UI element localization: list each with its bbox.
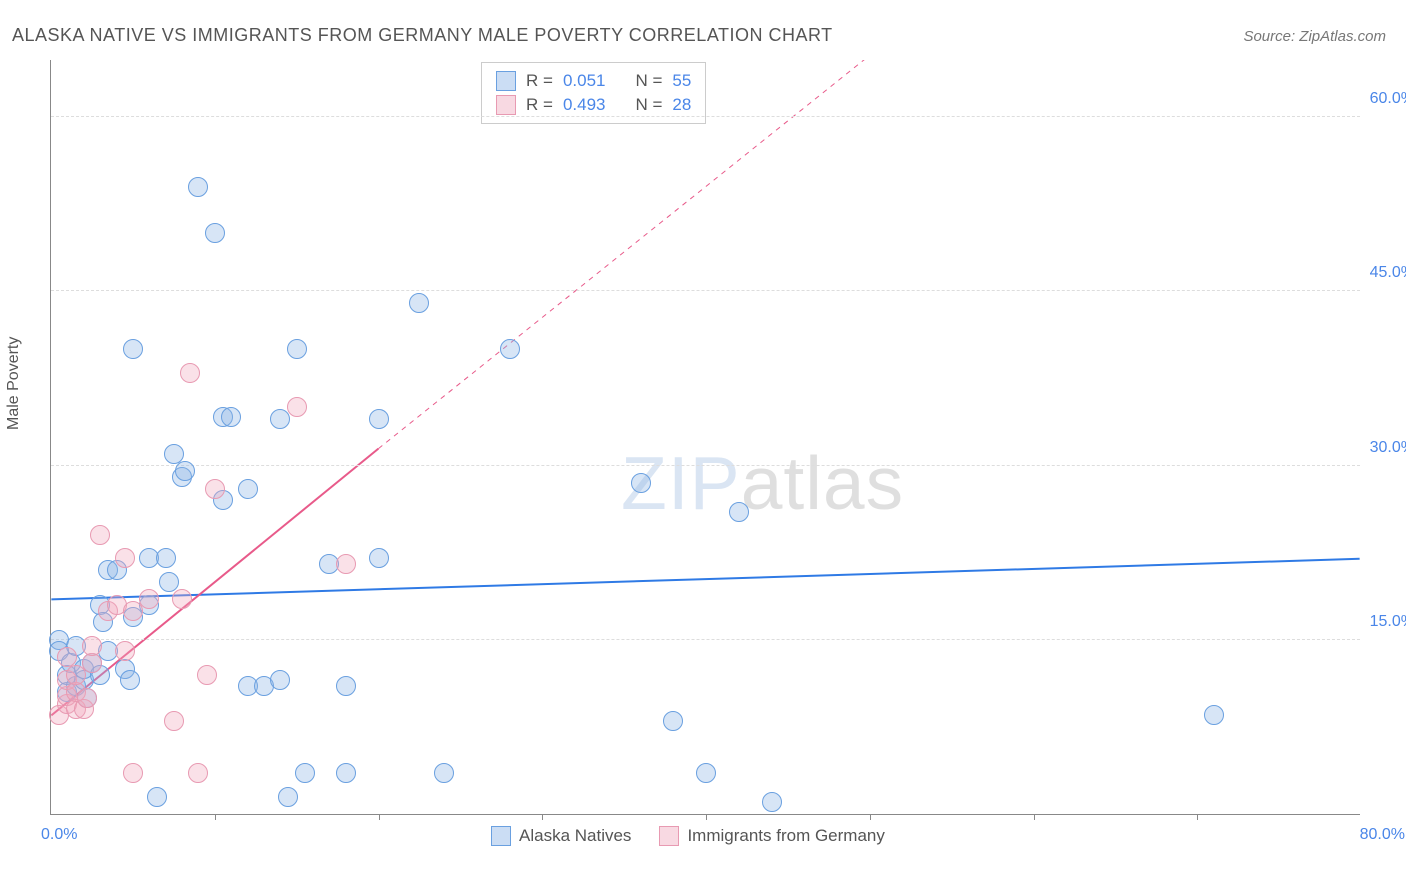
scatter-point [500, 339, 520, 359]
scatter-point [164, 711, 184, 731]
scatter-point [631, 473, 651, 493]
scatter-point [120, 670, 140, 690]
scatter-point [188, 177, 208, 197]
scatter-point [369, 409, 389, 429]
scatter-point [409, 293, 429, 313]
scatter-point [164, 444, 184, 464]
series-legend: Alaska Natives Immigrants from Germany [491, 826, 885, 846]
gridline-h [51, 465, 1360, 466]
r-value: 0.493 [563, 95, 606, 115]
scatter-point [188, 763, 208, 783]
legend-swatch [496, 71, 516, 91]
scatter-point [147, 787, 167, 807]
scatter-point [156, 548, 176, 568]
scatter-point [287, 339, 307, 359]
legend-swatch [491, 826, 511, 846]
stats-legend-row: R = 0.493 N = 28 [496, 93, 691, 117]
stats-legend: R = 0.051 N = 55 R = 0.493 N = 28 [481, 62, 706, 124]
scatter-point [287, 397, 307, 417]
watermark: ZIPatlas [621, 440, 904, 526]
scatter-point [123, 339, 143, 359]
legend-label: Immigrants from Germany [687, 826, 884, 846]
trend-lines [51, 60, 1360, 814]
x-tick-mark [215, 814, 216, 820]
x-tick-label: 80.0% [1360, 826, 1405, 844]
scatter-point [180, 363, 200, 383]
stats-legend-row: R = 0.051 N = 55 [496, 69, 691, 93]
scatter-point [369, 548, 389, 568]
n-label: N = [635, 71, 662, 91]
y-tick-label: 15.0% [1370, 613, 1406, 631]
n-label: N = [635, 95, 662, 115]
scatter-point [115, 641, 135, 661]
scatter-point [729, 502, 749, 522]
x-tick-mark [379, 814, 380, 820]
x-tick-mark [542, 814, 543, 820]
scatter-point [1204, 705, 1224, 725]
r-label: R = [526, 71, 553, 91]
scatter-point [159, 572, 179, 592]
scatter-point [434, 763, 454, 783]
r-label: R = [526, 95, 553, 115]
legend-item: Immigrants from Germany [659, 826, 884, 846]
chart-title: ALASKA NATIVE VS IMMIGRANTS FROM GERMANY… [12, 25, 833, 46]
scatter-point [197, 665, 217, 685]
source-attribution: Source: ZipAtlas.com [1243, 28, 1386, 45]
scatter-point [205, 479, 225, 499]
legend-item: Alaska Natives [491, 826, 631, 846]
scatter-point [663, 711, 683, 731]
y-tick-label: 30.0% [1370, 439, 1406, 457]
x-tick-mark [706, 814, 707, 820]
scatter-point [278, 787, 298, 807]
n-value: 55 [672, 71, 691, 91]
scatter-point [77, 688, 97, 708]
scatter-point [90, 525, 110, 545]
scatter-point [336, 554, 356, 574]
scatter-point [82, 653, 102, 673]
chart-container: ALASKA NATIVE VS IMMIGRANTS FROM GERMANY… [0, 0, 1406, 892]
n-value: 28 [672, 95, 691, 115]
scatter-point [221, 407, 241, 427]
legend-swatch [659, 826, 679, 846]
legend-swatch [496, 95, 516, 115]
scatter-point [336, 676, 356, 696]
scatter-point [295, 763, 315, 783]
scatter-point [336, 763, 356, 783]
scatter-point [82, 636, 102, 656]
scatter-point [139, 589, 159, 609]
x-tick-mark [1034, 814, 1035, 820]
gridline-h [51, 116, 1360, 117]
x-tick-mark [1197, 814, 1198, 820]
gridline-h [51, 290, 1360, 291]
y-tick-label: 45.0% [1370, 264, 1406, 282]
scatter-point [762, 792, 782, 812]
y-tick-label: 60.0% [1370, 90, 1406, 108]
scatter-point [238, 479, 258, 499]
scatter-point [205, 223, 225, 243]
scatter-point [123, 763, 143, 783]
x-tick-label: 0.0% [41, 826, 77, 844]
plot-area: ZIPatlas R =0.051N =55R =0.493N =28 Alas… [50, 60, 1360, 815]
scatter-point [172, 589, 192, 609]
scatter-point [115, 548, 135, 568]
y-axis-label: Male Poverty [5, 337, 23, 430]
scatter-point [175, 461, 195, 481]
scatter-point [270, 670, 290, 690]
legend-label: Alaska Natives [519, 826, 631, 846]
x-tick-mark [870, 814, 871, 820]
scatter-point [696, 763, 716, 783]
r-value: 0.051 [563, 71, 606, 91]
watermark-part2: atlas [741, 441, 904, 525]
gridline-h [51, 639, 1360, 640]
